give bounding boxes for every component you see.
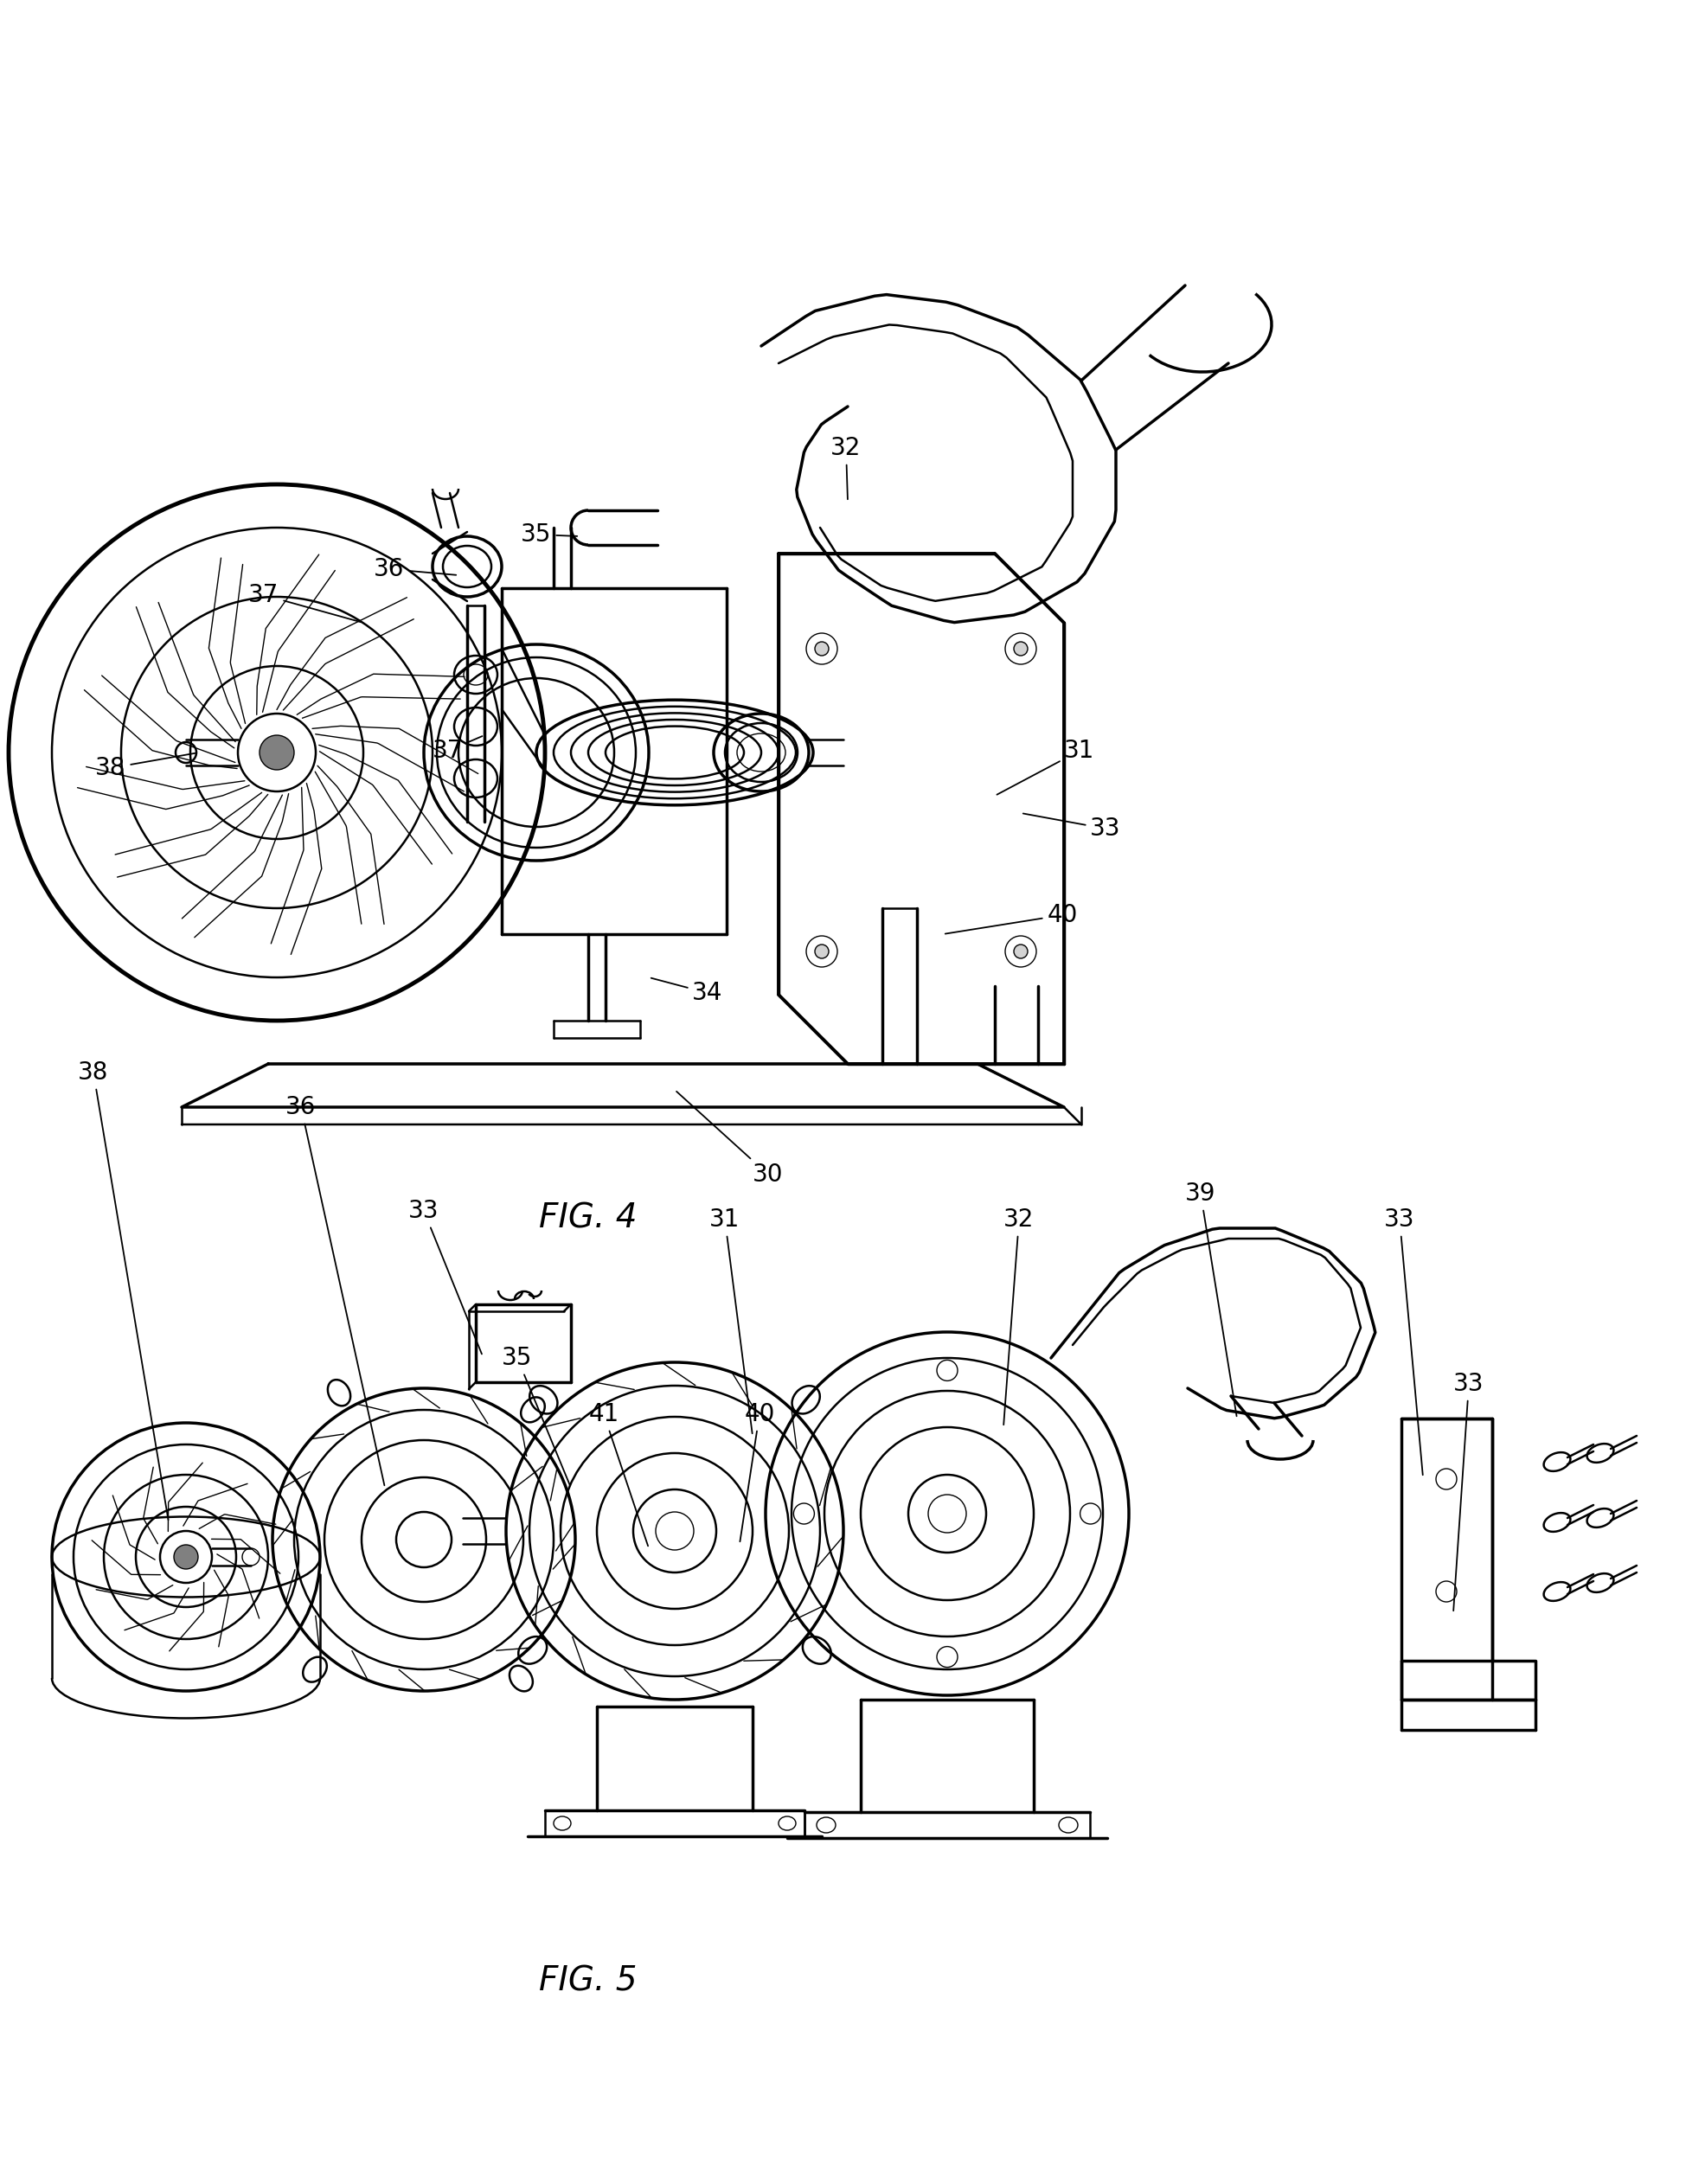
Text: 35: 35 — [501, 1345, 569, 1485]
Text: 33: 33 — [1453, 1372, 1483, 1612]
Text: 32: 32 — [1004, 1208, 1035, 1424]
Text: 34: 34 — [651, 978, 723, 1005]
Ellipse shape — [174, 1544, 198, 1568]
Ellipse shape — [259, 736, 295, 769]
Text: 38: 38 — [78, 1061, 169, 1520]
Ellipse shape — [1014, 642, 1028, 655]
Text: 36: 36 — [373, 557, 455, 581]
Text: 32: 32 — [830, 437, 861, 500]
Text: 38: 38 — [95, 753, 196, 780]
Ellipse shape — [1014, 943, 1028, 959]
Text: 40: 40 — [945, 902, 1078, 935]
Text: 33: 33 — [409, 1199, 483, 1354]
Ellipse shape — [815, 943, 829, 959]
Text: 35: 35 — [522, 522, 578, 546]
Text: 37: 37 — [249, 583, 361, 622]
Text: FIG. 4: FIG. 4 — [539, 1201, 638, 1234]
Text: 31: 31 — [997, 738, 1095, 795]
Text: 41: 41 — [588, 1402, 648, 1546]
Ellipse shape — [815, 642, 829, 655]
Text: 30: 30 — [677, 1092, 784, 1186]
Text: 36: 36 — [286, 1094, 384, 1485]
Text: 31: 31 — [709, 1208, 752, 1433]
Text: 39: 39 — [1185, 1182, 1236, 1415]
Text: 40: 40 — [740, 1402, 774, 1542]
Text: 37: 37 — [433, 736, 483, 762]
Text: FIG. 5: FIG. 5 — [539, 1963, 638, 1996]
Text: 33: 33 — [1023, 812, 1120, 841]
Text: 33: 33 — [1384, 1208, 1422, 1474]
